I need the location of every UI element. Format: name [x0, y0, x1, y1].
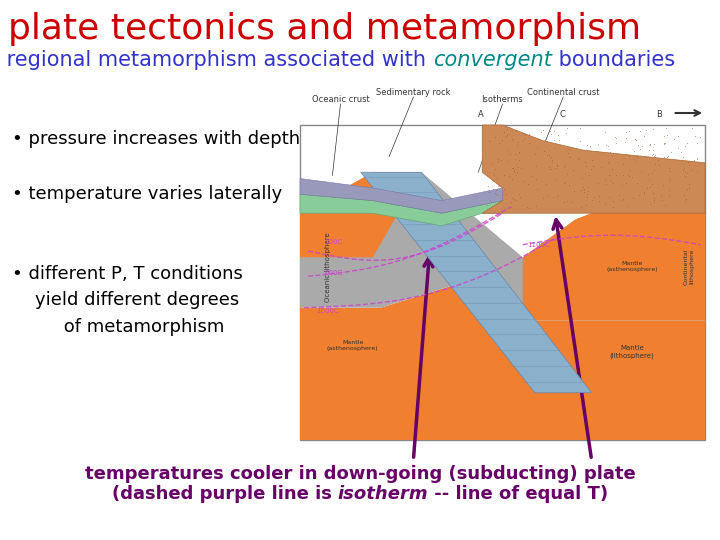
Text: temperatures cooler in down-going (subducting) plate: temperatures cooler in down-going (subdu…	[85, 465, 635, 483]
Text: Mantle
(asthenosphere): Mantle (asthenosphere)	[606, 261, 658, 272]
Text: boundaries: boundaries	[552, 50, 675, 70]
Text: C: C	[559, 110, 565, 119]
Polygon shape	[482, 125, 705, 213]
Polygon shape	[300, 276, 705, 440]
Text: 300C: 300C	[324, 239, 343, 245]
Text: Oceanic lithosphere: Oceanic lithosphere	[325, 232, 331, 301]
Text: Oceanic crust: Oceanic crust	[312, 95, 369, 104]
Text: B: B	[657, 110, 662, 119]
Text: -- line of equal T): -- line of equal T)	[428, 485, 608, 503]
Polygon shape	[300, 179, 503, 213]
Text: (dashed purple line is: (dashed purple line is	[112, 485, 338, 503]
Polygon shape	[361, 172, 592, 393]
Text: 1100C: 1100C	[527, 242, 549, 248]
Polygon shape	[523, 213, 705, 320]
Polygon shape	[300, 172, 421, 257]
Bar	[300, 125, 705, 440]
Text: • temperature varies laterally: • temperature varies laterally	[12, 185, 282, 203]
Text: regional metamorphism associated with: regional metamorphism associated with	[0, 50, 433, 70]
Text: Continental crust: Continental crust	[527, 88, 600, 97]
Polygon shape	[300, 194, 503, 226]
Text: 600C: 600C	[324, 270, 343, 276]
Text: isotherm: isotherm	[338, 485, 428, 503]
Text: • different P, T conditions
    yield different degrees
         of metamorphism: • different P, T conditions yield differ…	[12, 265, 243, 336]
Text: Sedimentary rock: Sedimentary rock	[376, 88, 451, 97]
Text: convergent: convergent	[433, 50, 552, 70]
Text: • pressure increases with depth: • pressure increases with depth	[12, 130, 300, 148]
Text: Isotherms: Isotherms	[482, 95, 523, 104]
Text: A: A	[478, 110, 484, 119]
Text: Mantle
(lithosphere): Mantle (lithosphere)	[610, 345, 654, 359]
Text: plate tectonics and metamorphism: plate tectonics and metamorphism	[8, 12, 641, 46]
Text: 1000C: 1000C	[316, 308, 339, 314]
Polygon shape	[300, 172, 705, 320]
Text: Continental
lithosphere: Continental lithosphere	[683, 248, 694, 285]
Text: Mantle
(asthenosphere): Mantle (asthenosphere)	[327, 340, 379, 351]
